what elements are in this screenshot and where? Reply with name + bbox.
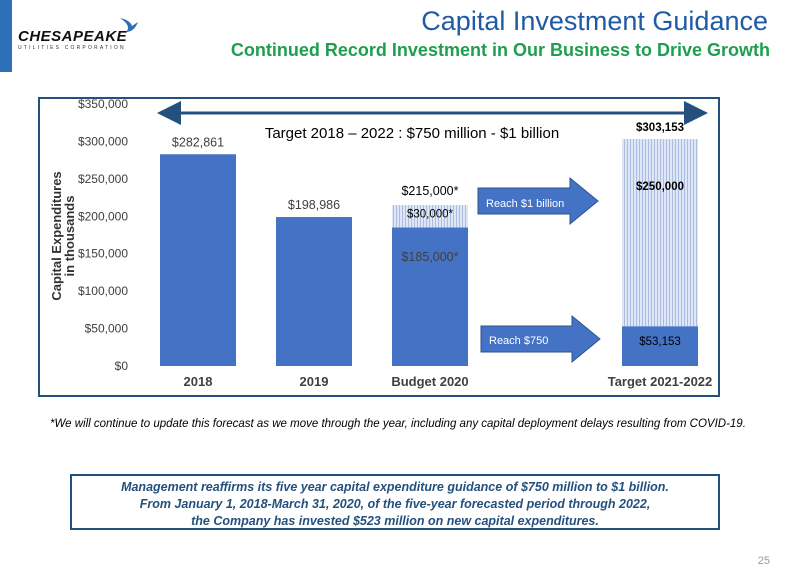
logo-name: CHESAPEAKE — [18, 28, 128, 45]
page-number: 25 — [757, 555, 770, 567]
callout-line: Management reaffirms its five year capit… — [121, 480, 669, 494]
callout-line: the Company has invested $523 million on… — [191, 514, 599, 528]
y-tick-label: $300,000 — [78, 134, 128, 148]
arrow-reach-1-billion: Reach $1 billion — [477, 176, 599, 226]
data-label: $30,000* — [407, 209, 454, 221]
data-label: $53,153 — [639, 336, 681, 348]
y-tick-label: $100,000 — [78, 284, 128, 298]
page-title: Capital Investment Guidance — [421, 6, 768, 36]
y-tick-label: $150,000 — [78, 247, 128, 261]
y-tick-label: $250,000 — [78, 172, 128, 186]
data-label: $185,000* — [401, 250, 458, 264]
x-tick-label: 2019 — [300, 374, 329, 389]
data-label: $250,000 — [636, 181, 684, 193]
y-tick-label: $0 — [115, 359, 129, 373]
data-label: $215,000* — [401, 184, 458, 198]
bar-base — [276, 217, 352, 366]
y-tick-label: $50,000 — [85, 322, 129, 336]
x-tick-label: 2018 — [184, 374, 213, 389]
bar-additional — [392, 205, 468, 228]
y-tick-label: $350,000 — [78, 97, 128, 111]
chart-frame — [38, 97, 720, 397]
footnote: *We will continue to update this forecas… — [50, 418, 746, 430]
page-subtitle: Continued Record Investment in Our Busin… — [230, 40, 770, 60]
callout-line: From January 1, 2018-March 31, 2020, of … — [139, 497, 651, 511]
data-label: $198,986 — [288, 198, 340, 212]
company-logo: CHESAPEAKE UTILITIES CORPORATION — [18, 18, 138, 51]
y-axis-label: Capital Expenditures — [49, 171, 64, 300]
sidebar-accent — [0, 0, 12, 72]
arrow-low-label: Reach $750 — [489, 335, 548, 347]
data-label: $282,861 — [172, 135, 224, 149]
range-annotation: Target 2018 – 2022 : $750 million - $1 b… — [265, 125, 559, 142]
y-axis-label-units: in thousands — [62, 196, 77, 277]
bar-additional — [622, 139, 698, 327]
bar-base — [160, 154, 236, 366]
bar-base — [392, 227, 468, 366]
guidance-callout: Management reaffirms its five year capit… — [70, 474, 720, 530]
bar-base — [622, 326, 698, 366]
arrow-high-label: Reach $1 billion — [486, 198, 564, 210]
x-tick-label: Budget 2020 — [391, 374, 468, 389]
logo-bird-icon — [120, 18, 138, 32]
arrow-reach-750: Reach $750 — [480, 314, 601, 364]
data-label: $303,153 — [636, 122, 684, 134]
logo-sub: UTILITIES CORPORATION — [18, 45, 126, 51]
x-tick-label: Target 2021-2022 — [608, 374, 713, 389]
bar-chart: $0 $50,000 $100,000 $150,000 $200,000 $250,00… — [49, 97, 713, 389]
y-tick-label: $200,000 — [78, 209, 128, 223]
